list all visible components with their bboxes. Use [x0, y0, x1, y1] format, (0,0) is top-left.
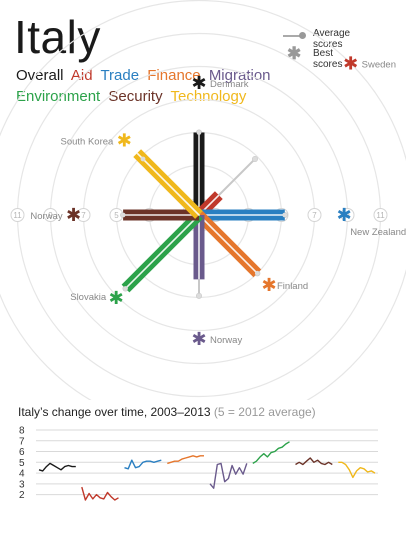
average-dot-top [196, 130, 202, 135]
italy-bar-stripe [124, 214, 200, 290]
spoke-aid: ✱ Sweden [195, 53, 396, 219]
legend-average-label: Average scores [313, 28, 351, 50]
spoke-trade: ✱New Zealand [199, 205, 406, 238]
category-technology: Technology [170, 88, 247, 105]
ring-label-badge [373, 208, 388, 222]
average-dot-top [140, 156, 146, 162]
series-line-migration [209, 462, 248, 489]
category-legend-row-2: Environment Security Technology [16, 88, 250, 105]
best-score-asterisk-icon: ✱ [117, 130, 132, 151]
ring-label-text: 11 [13, 211, 22, 220]
italy-bar-stripe [136, 152, 200, 216]
spoke-security: ✱ Norway [30, 205, 199, 226]
spoke-finance: ✱ Finland [195, 211, 308, 296]
ring-label-badge [10, 208, 25, 222]
average-dot-top [254, 270, 260, 276]
ring-label-right-11: 11 [373, 208, 388, 222]
average-dot-top [196, 293, 202, 299]
best-country-label: New Zealand [350, 227, 406, 238]
spoke-overall: ✱ Denmark [191, 73, 249, 215]
ring-label-text: 11 [376, 211, 385, 220]
ring-label-text: 5 [114, 211, 119, 220]
ring-label-right-7: 7 [307, 208, 322, 222]
spoke-migration: ✱ Norway [191, 215, 242, 350]
best-country-label: Norway [210, 335, 242, 346]
ring-label-badge [76, 208, 91, 222]
best-country-label: Norway [30, 211, 62, 222]
category-overall: Overall [16, 67, 64, 84]
category-security: Security [108, 88, 163, 105]
series-line-aid [81, 486, 119, 501]
best-score-asterisk-icon: ✱ [337, 205, 352, 226]
best-country-label: South Korea [61, 136, 115, 147]
average-line-icon [283, 35, 301, 37]
spoke-environment: ✱Slovakia [70, 211, 203, 309]
radial-chart: 13119753135791113✱Denmark✱Sweden✱New Zea… [0, 0, 406, 400]
ring-label-badge [43, 208, 58, 222]
series-line-environment [252, 441, 290, 464]
line-chart-note: (5 = 2012 average) [213, 405, 316, 419]
average-dot-icon [299, 32, 306, 39]
best-country-label: Finland [277, 281, 308, 292]
series-line-technology [338, 461, 376, 479]
ring-label-left-9: 9 [43, 208, 58, 222]
y-tick-label: 7 [19, 436, 25, 447]
y-tick-label: 4 [19, 469, 25, 480]
category-trade: Trade [100, 67, 140, 84]
best-score-asterisk-icon: ✱ [261, 275, 276, 296]
y-tick-label: 8 [19, 426, 25, 437]
best-score-asterisk-icon: ✱ [191, 73, 206, 94]
ring-13 [0, 0, 406, 400]
y-tick-label: 2 [19, 490, 25, 501]
category-aid: Aid [70, 67, 93, 84]
best-country-label: Denmark [210, 79, 249, 90]
ring-label-badge [307, 208, 322, 222]
average-dot-top [123, 286, 128, 291]
line-chart-title: Italy’s change over time, 2003–2013 (5 =… [18, 405, 316, 419]
series-line-overall [38, 462, 76, 472]
spoke-technology: ✱South Korea [61, 130, 203, 219]
y-tick-label: 3 [19, 479, 25, 490]
ring-label-left-11: 11 [10, 208, 25, 222]
ring-label-badge [340, 208, 355, 222]
ring-label-text: 9 [345, 211, 350, 220]
ring-label-right-9: 9 [340, 208, 355, 222]
best-country-label: Slovakia [70, 292, 107, 303]
ring-label-left-7: 7 [76, 208, 91, 222]
ring-label-text: 7 [312, 211, 317, 220]
average-dot-top [252, 156, 258, 162]
line-chart-title-text: Italy’s change over time, 2003–2013 [18, 405, 211, 419]
average-dot-top [120, 212, 126, 218]
ring-label-text: 9 [48, 211, 53, 220]
best-country-label: Sweden [362, 59, 396, 70]
best-score-asterisk-icon: ✱ [66, 205, 81, 226]
italy-bar-stripe [198, 214, 258, 274]
series-line-security [295, 457, 333, 466]
y-tick-label: 6 [19, 447, 25, 458]
series-line-trade [124, 459, 162, 470]
y-tick-label: 5 [19, 458, 25, 469]
series-line-finance [167, 455, 204, 465]
best-score-asterisk-icon: ✱ [343, 53, 358, 74]
country-title: Italy [14, 11, 101, 63]
ring-label-text: 7 [81, 211, 86, 220]
best-score-asterisk-icon: ✱ [191, 329, 206, 350]
category-environment: Environment [16, 88, 101, 105]
average-dot-top [282, 212, 288, 218]
best-score-asterisk-icon: ✱ [109, 288, 124, 309]
legend-best-label: Best scores [313, 48, 343, 70]
category-migration: Migration [208, 67, 271, 84]
